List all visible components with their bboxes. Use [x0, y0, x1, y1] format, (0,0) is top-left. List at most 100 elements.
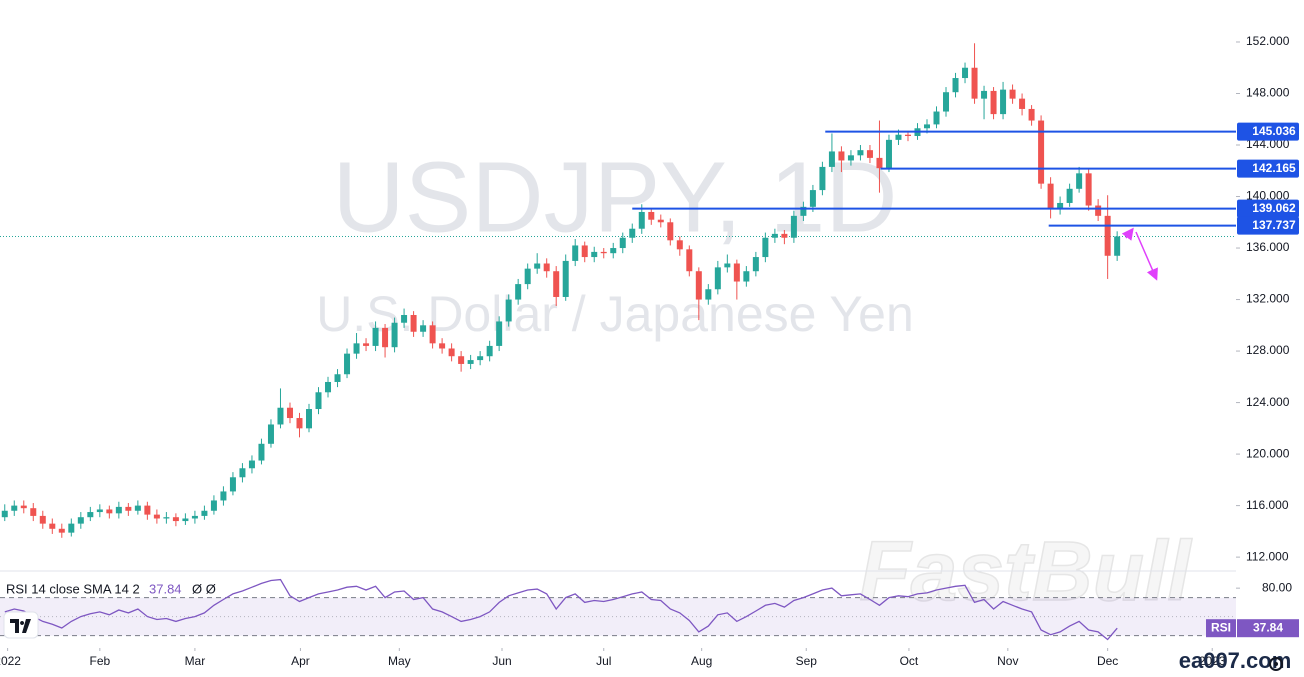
candle-body [277, 407, 284, 425]
candle-body [1114, 236, 1121, 256]
candle-body [77, 517, 84, 524]
x-tick-label: May [388, 654, 411, 668]
candle-body [800, 206, 807, 216]
settings-gear[interactable] [1269, 657, 1283, 671]
candle-body [382, 327, 389, 348]
candle-body [857, 150, 864, 156]
candle-body [762, 237, 769, 258]
candle-body [486, 345, 493, 357]
candle-body [96, 509, 103, 513]
candle-body [534, 263, 541, 269]
candle-body [201, 510, 208, 516]
candle-body [629, 228, 636, 238]
candle-body [115, 506, 122, 514]
candle-body [153, 514, 160, 519]
candle-body [524, 268, 531, 285]
rsi-pane: 80.00 RSI 37.84 [0, 578, 1299, 641]
symbol-watermark: USDJPY, 1D [332, 141, 897, 253]
candle-body [866, 150, 873, 158]
candle-body [401, 315, 408, 323]
candle-body [733, 263, 740, 282]
y-tick-label: 144.000 [1246, 137, 1290, 151]
candle-body [439, 343, 446, 349]
candle-body [885, 139, 892, 169]
rsi-status: Ø Ø [192, 581, 216, 596]
candle-body [267, 424, 274, 444]
candle-body [229, 477, 236, 492]
candle-body [657, 219, 664, 223]
candle-body [809, 190, 816, 207]
candle-body [372, 327, 379, 346]
candle-body [87, 512, 94, 518]
candle-body [847, 155, 854, 161]
candle-body [743, 271, 750, 282]
candle-body [790, 215, 797, 238]
candle-body [1019, 98, 1026, 109]
candle-body [1057, 202, 1064, 210]
candle-body [315, 392, 322, 410]
x-tick-label: Aug [691, 654, 712, 668]
candle-body [420, 325, 427, 332]
candle-body [981, 90, 988, 99]
candle-body [144, 505, 151, 515]
candle-body [1104, 215, 1111, 256]
candle-body [210, 500, 217, 511]
x-tick-label: Sep [796, 654, 818, 668]
candle-body [458, 356, 465, 364]
candle-body [543, 263, 550, 272]
candle-body [344, 353, 351, 375]
candle-body [363, 343, 370, 346]
candle-body [933, 111, 940, 125]
candle-body [49, 523, 56, 529]
candle-body [971, 67, 978, 99]
candle-body [638, 211, 645, 229]
candle-body [581, 245, 588, 258]
candle-body [819, 166, 826, 191]
candle-body [667, 222, 674, 241]
x-tick-label: Apr [291, 654, 310, 668]
candle-body [448, 348, 455, 357]
candle-body [1038, 120, 1045, 184]
x-tick-label: Nov [997, 654, 1018, 668]
candle-body [828, 151, 835, 167]
y-tick-label: 132.000 [1246, 292, 1290, 306]
candle-body [286, 407, 293, 419]
candle-body [686, 249, 693, 272]
x-tick-label: Dec [1097, 654, 1118, 668]
candle-body [58, 528, 65, 533]
rsi-band [0, 597, 1236, 636]
candle-body [724, 263, 731, 268]
candle-body [553, 271, 560, 297]
x-tick-label: Oct [900, 654, 919, 668]
candle-body [838, 151, 845, 161]
candle-body [962, 67, 969, 79]
candle-body [610, 248, 617, 254]
candle-body [1085, 173, 1092, 206]
candle-body [1000, 89, 1007, 115]
rsi-value-badge [1237, 619, 1299, 638]
candle-body [876, 157, 883, 169]
candle-body [163, 517, 170, 519]
candle-body [30, 508, 37, 516]
candle-body [220, 491, 227, 501]
candle-body [572, 245, 579, 261]
x-tick-label: 2023 [1199, 654, 1226, 668]
candle-body [904, 134, 911, 136]
y-tick-label: 120.000 [1246, 446, 1290, 460]
candle-body [1047, 183, 1054, 210]
y-tick-label: 128.000 [1246, 343, 1290, 357]
tradingview-logo [3, 611, 39, 639]
candle-body [496, 321, 503, 346]
candle-body [296, 418, 303, 429]
x-tick-label: 2022 [0, 654, 21, 668]
candle-body [943, 92, 950, 112]
y-tick-label: 124.000 [1246, 395, 1290, 409]
candle-body [1066, 188, 1073, 203]
candle-body [68, 523, 75, 533]
x-tick-label: Feb [89, 654, 110, 668]
candle-body [515, 284, 522, 300]
candle-body [695, 271, 702, 300]
rsi-title: RSI 14 close SMA 14 2 [6, 581, 140, 596]
up-arrow [1121, 227, 1134, 241]
